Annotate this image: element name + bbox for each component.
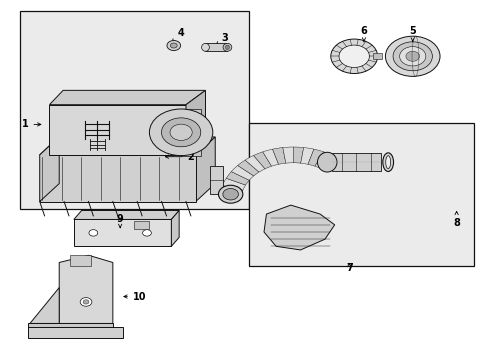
- Text: 10: 10: [123, 292, 146, 302]
- Polygon shape: [49, 105, 185, 155]
- Circle shape: [405, 51, 419, 61]
- Bar: [372, 53, 381, 59]
- Polygon shape: [74, 211, 179, 220]
- Circle shape: [166, 41, 180, 50]
- Circle shape: [330, 39, 377, 73]
- Ellipse shape: [223, 189, 238, 200]
- Ellipse shape: [225, 45, 229, 49]
- Bar: [20, 12, 249, 209]
- Bar: [70, 255, 91, 266]
- Polygon shape: [300, 148, 313, 164]
- Ellipse shape: [382, 153, 393, 171]
- Polygon shape: [49, 90, 205, 105]
- Ellipse shape: [218, 185, 243, 203]
- Polygon shape: [27, 323, 113, 327]
- Text: 4: 4: [172, 28, 184, 42]
- Polygon shape: [272, 148, 285, 164]
- Polygon shape: [220, 185, 243, 195]
- Polygon shape: [307, 149, 323, 166]
- Bar: [74, 220, 171, 246]
- Polygon shape: [282, 147, 293, 163]
- Text: 5: 5: [408, 26, 415, 42]
- Polygon shape: [237, 160, 259, 176]
- Bar: [249, 123, 473, 266]
- Text: 7: 7: [345, 263, 352, 273]
- Ellipse shape: [201, 43, 209, 51]
- Polygon shape: [222, 178, 245, 190]
- Text: 3: 3: [216, 33, 228, 45]
- Polygon shape: [264, 205, 334, 250]
- Bar: [181, 109, 200, 156]
- Circle shape: [170, 124, 192, 140]
- Polygon shape: [293, 147, 303, 163]
- Text: 6: 6: [360, 26, 366, 42]
- Ellipse shape: [223, 43, 231, 51]
- Circle shape: [142, 230, 151, 236]
- Polygon shape: [195, 137, 215, 202]
- Bar: [134, 221, 149, 229]
- Text: 2: 2: [165, 152, 194, 162]
- Polygon shape: [244, 156, 264, 172]
- Bar: [331, 153, 380, 171]
- Bar: [210, 166, 222, 194]
- Text: 8: 8: [452, 211, 459, 228]
- Polygon shape: [231, 166, 253, 180]
- Circle shape: [385, 36, 439, 76]
- Text: 1: 1: [21, 120, 41, 129]
- Polygon shape: [226, 172, 249, 185]
- Polygon shape: [40, 137, 215, 155]
- Circle shape: [161, 118, 201, 147]
- Polygon shape: [253, 152, 271, 169]
- Polygon shape: [59, 255, 113, 323]
- Ellipse shape: [317, 152, 336, 172]
- Circle shape: [89, 230, 98, 236]
- Polygon shape: [314, 152, 332, 169]
- Circle shape: [149, 109, 212, 156]
- Bar: [205, 43, 227, 51]
- Ellipse shape: [385, 156, 390, 168]
- Polygon shape: [40, 137, 59, 202]
- Circle shape: [83, 300, 89, 304]
- Circle shape: [399, 47, 425, 66]
- Text: 9: 9: [117, 215, 123, 228]
- Polygon shape: [185, 90, 205, 155]
- Polygon shape: [40, 155, 195, 202]
- Polygon shape: [30, 288, 59, 323]
- Circle shape: [392, 42, 431, 71]
- Polygon shape: [27, 327, 122, 338]
- Polygon shape: [171, 211, 179, 246]
- Polygon shape: [262, 149, 278, 166]
- Circle shape: [170, 43, 177, 48]
- Circle shape: [338, 45, 368, 67]
- Circle shape: [80, 298, 92, 306]
